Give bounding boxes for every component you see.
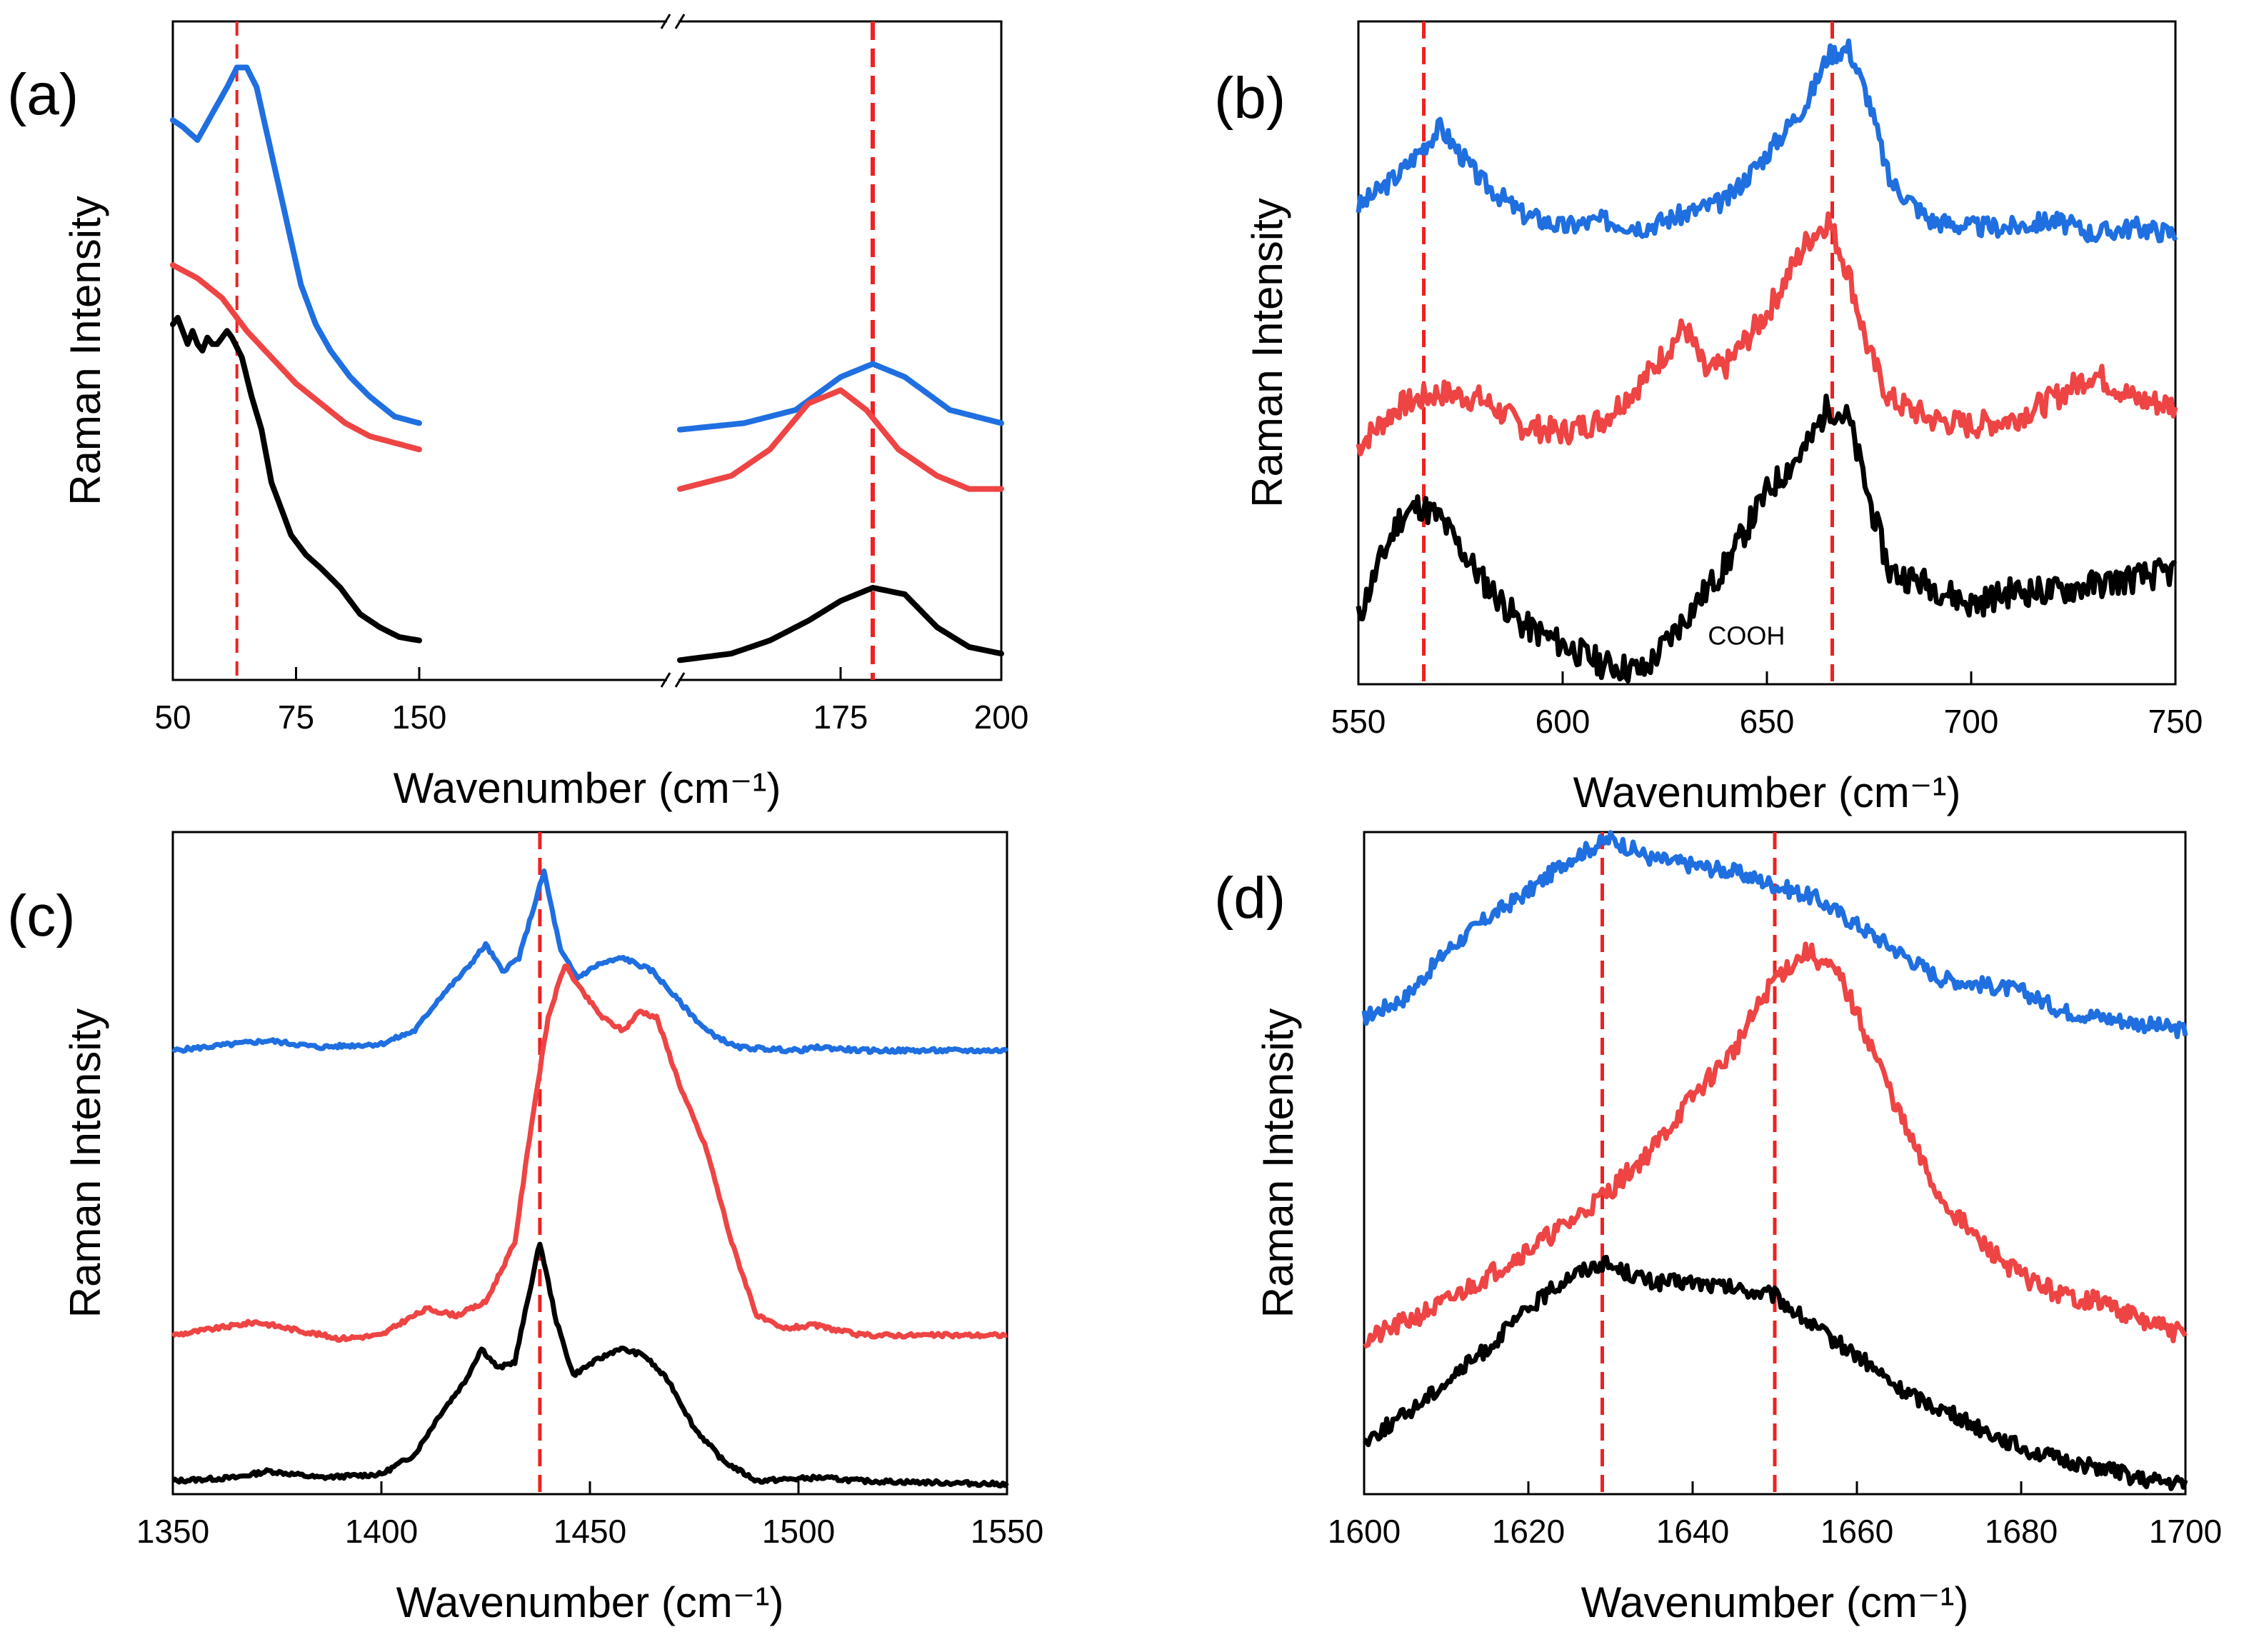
x-axis-title: Wavenumber (cm⁻¹) <box>396 1578 784 1626</box>
series-line-blue <box>1356 38 2178 244</box>
panel-label-d: (d) <box>1214 866 1286 931</box>
panel-label-a: (a) <box>7 62 79 127</box>
x-tick-label: 650 <box>1740 703 1795 740</box>
plot-frame <box>171 20 1003 681</box>
cooh-annotation: COOH <box>1708 621 1785 650</box>
x-tick-label: 1680 <box>1985 1513 2058 1550</box>
x-tick-label: 1620 <box>1492 1513 1565 1550</box>
series-line-black <box>1356 394 2178 684</box>
x-axis-title: Wavenumber (cm⁻¹) <box>394 764 781 812</box>
x-tick-label: 1500 <box>762 1513 835 1550</box>
y-axis-title: Raman Intensity <box>61 1008 109 1318</box>
x-tick-label: 175 <box>813 699 868 736</box>
x-tick-label: 1700 <box>2149 1513 2222 1550</box>
x-tick-label: 750 <box>2148 703 2203 740</box>
series-line-black <box>677 584 1004 664</box>
plot-frame <box>171 831 1008 1496</box>
axis-break-mark <box>674 14 686 29</box>
series-line-red <box>1363 941 2188 1349</box>
x-tick-label: 1660 <box>1820 1513 1893 1550</box>
series-line-black <box>171 1241 1009 1488</box>
series-line-red <box>171 963 1008 1343</box>
axis-break-mark <box>660 14 671 29</box>
panel-label-c: (c) <box>7 883 76 948</box>
x-tick-label: 1350 <box>136 1513 209 1550</box>
y-axis-title: Raman Intensity <box>1243 198 1291 508</box>
x-tick-label: 1550 <box>971 1513 1043 1550</box>
x-tick-label: 150 <box>392 699 447 736</box>
axis-break-mark <box>660 672 671 688</box>
x-tick-label: 200 <box>974 699 1029 736</box>
x-tick-label: 75 <box>278 699 314 736</box>
x-axis-title: Wavenumber (cm⁻¹) <box>1581 1578 1969 1626</box>
panel-b: (b) Wavenumber (cm⁻¹) Raman Intensity 550 60… <box>1214 20 2203 816</box>
x-tick-label: 550 <box>1331 703 1386 740</box>
series-line-red <box>1356 211 2178 456</box>
series-line-black <box>1363 1254 2188 1491</box>
series-line-blue <box>1361 830 2188 1040</box>
x-tick-label: 1600 <box>1328 1513 1401 1550</box>
axis-break-mark <box>674 672 686 688</box>
series-line-blue <box>170 64 422 426</box>
panel-a: (a) Wavenumber (cm⁻¹) Raman Intensity 50 75 1… <box>7 14 1028 812</box>
x-axis-title: Wavenumber (cm⁻¹) <box>1573 769 1961 816</box>
panel-label-b: (b) <box>1214 66 1286 131</box>
panel-d: (d) Wavenumber (cm⁻¹) Raman Intensity 1600 1… <box>1214 830 2222 1626</box>
panel-c: (c) Wavenumber (cm⁻¹) Raman Intensity 1350 1… <box>7 831 1043 1626</box>
plot-frame <box>1363 831 2187 1496</box>
y-axis-title: Raman Intensity <box>1254 1008 1302 1318</box>
x-tick-label: 600 <box>1536 703 1591 740</box>
series-line-blue <box>171 868 1009 1056</box>
series-line-red <box>170 262 422 453</box>
x-tick-label: 1450 <box>554 1513 626 1550</box>
axis-break-gap <box>667 673 678 687</box>
x-tick-label: 1400 <box>345 1513 418 1550</box>
series-line-black <box>170 314 422 644</box>
series-line-red <box>677 387 1004 492</box>
x-tick-label: 50 <box>154 699 191 736</box>
y-axis-title: Raman Intensity <box>61 196 109 506</box>
series-line-blue <box>677 361 1004 433</box>
axis-break-gap <box>667 14 678 29</box>
x-tick-label: 700 <box>1944 703 1999 740</box>
x-tick-label: 1640 <box>1656 1513 1729 1550</box>
